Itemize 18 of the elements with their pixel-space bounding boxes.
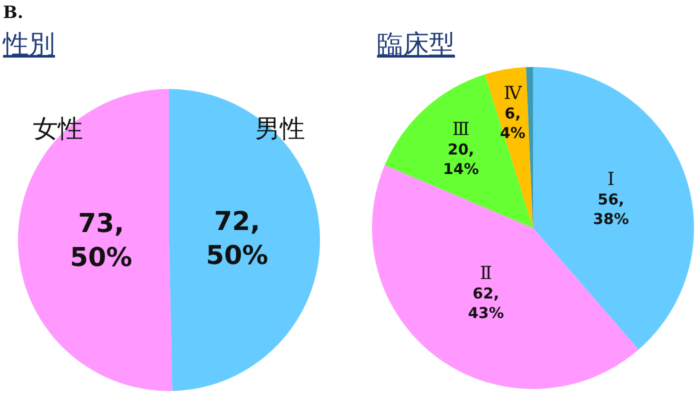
- slice-label: 女性: [33, 114, 83, 143]
- chart-title: 臨床型: [377, 30, 455, 60]
- data-label: 73, 50%: [70, 209, 132, 273]
- pie-slice: [18, 89, 172, 391]
- slice-label: Ⅲ: [452, 119, 470, 140]
- slice-label: Ⅱ: [480, 263, 492, 284]
- pie-slice: [169, 89, 320, 391]
- data-label: 72, 50%: [206, 207, 268, 271]
- pie-slice: [384, 74, 533, 228]
- pie-slice: [484, 67, 533, 228]
- chart-title: 性別: [2, 30, 55, 60]
- data-label: 56, 38%: [593, 190, 629, 228]
- slice-label: Ⅳ: [504, 83, 523, 104]
- slice-label: Ⅰ: [607, 169, 615, 190]
- text: B.: [3, 3, 24, 23]
- pie-slice: [533, 67, 694, 350]
- data-label: 62, 43%: [468, 284, 504, 322]
- data-label: 20, 14%: [443, 140, 479, 178]
